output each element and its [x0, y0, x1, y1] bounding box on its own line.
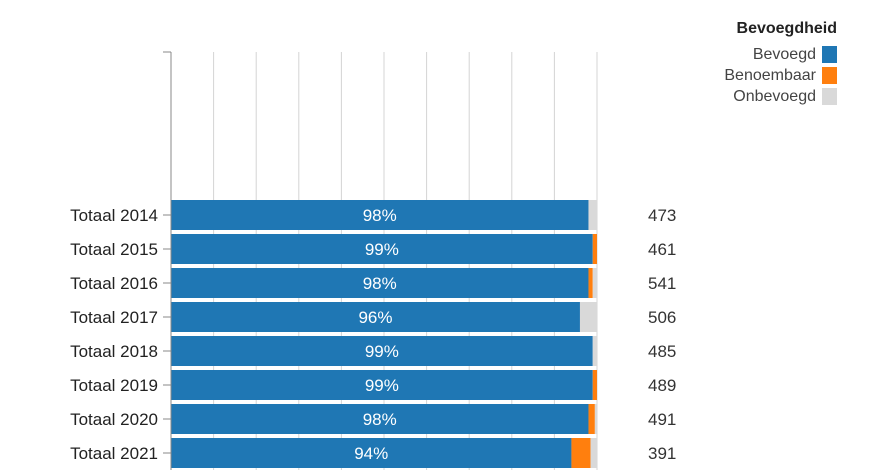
row-total: 491 [648, 410, 676, 429]
bar-segment-bevoegd [171, 234, 593, 264]
data-label: 99% [365, 342, 399, 361]
category-label: Totaal 2014 [70, 206, 158, 225]
data-label: 98% [363, 206, 397, 225]
data-label: 96% [358, 308, 392, 327]
legend-label-benoembaar: Benoembaar [724, 66, 816, 84]
bar-segment-bevoegd [171, 370, 593, 400]
bar-segment-bevoegd [171, 336, 593, 366]
category-label: Totaal 2019 [70, 376, 158, 395]
bar-segment-onbevoegd [588, 200, 597, 230]
data-label: 98% [363, 410, 397, 429]
bar-segment-bevoegd [171, 404, 589, 434]
data-label: 99% [365, 240, 399, 259]
row-total: 489 [648, 376, 676, 395]
row-total: 391 [648, 444, 676, 463]
bar-segment-benoembaar [588, 268, 593, 298]
bar-segment-benoembaar [588, 404, 595, 434]
legend-label-bevoegd: Bevoegd [752, 45, 816, 63]
category-label: Totaal 2017 [70, 308, 158, 327]
data-label: 98% [363, 274, 397, 293]
legend-item-onbevoegd: Onbevoegd [700, 86, 850, 107]
legend-label-onbevoegd: Onbevoegd [733, 87, 816, 105]
bar-segment-benoembaar [592, 234, 597, 264]
bar-segment-bevoegd [171, 268, 589, 298]
bar-segment-onbevoegd [590, 438, 597, 468]
bar-segment-benoembaar [592, 370, 597, 400]
category-label: Totaal 2015 [70, 240, 158, 259]
legend-title: Bevoegdheid [736, 20, 837, 37]
legend-swatch-bevoegd [822, 46, 837, 63]
data-label: 99% [365, 376, 399, 395]
bar-segment-onbevoegd [592, 268, 597, 298]
legend-item-bevoegd: Bevoegd [700, 44, 850, 65]
legend-item-benoembaar: Benoembaar [700, 65, 850, 86]
legend-swatch-onbevoegd [822, 88, 837, 105]
bar-segment-onbevoegd [594, 404, 597, 434]
row-totals: 473 461 541 506 485 489 491 391 [648, 206, 676, 463]
row-total: 485 [648, 342, 676, 361]
bar-segment-bevoegd [171, 438, 572, 468]
row-total: 473 [648, 206, 676, 225]
category-label: Totaal 2016 [70, 274, 158, 293]
bar-segment-onbevoegd [579, 302, 597, 332]
category-label: Totaal 2018 [70, 342, 158, 361]
category-label: Totaal 2021 [70, 444, 158, 463]
bar-segment-bevoegd [171, 302, 580, 332]
category-label: Totaal 2020 [70, 410, 158, 429]
y-axis: Totaal 2014 Totaal 2015 Totaal 2016 Totaal … [70, 51, 172, 470]
bar-segment-benoembaar [571, 438, 591, 468]
bar-segment-onbevoegd [592, 336, 597, 366]
bar-segment-bevoegd [171, 200, 589, 230]
data-labels: 98% 99% 98% 96% 99% 99% 98% 94% [354, 206, 399, 463]
legend: Bevoegdheid Bevoegd Benoembaar Onbevoegd [700, 20, 850, 107]
legend-swatch-benoembaar [822, 67, 837, 84]
bars [171, 200, 597, 468]
row-total: 541 [648, 274, 676, 293]
row-total: 461 [648, 240, 676, 259]
data-label: 94% [354, 444, 388, 463]
row-total: 506 [648, 308, 676, 327]
